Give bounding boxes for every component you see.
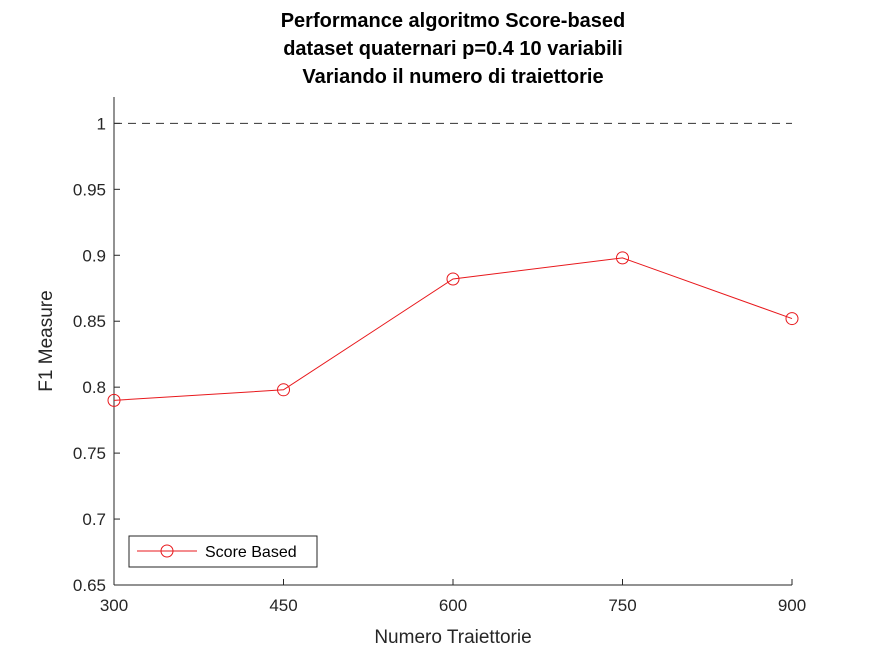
y-axis-label: F1 Measure	[36, 290, 57, 391]
y-tick-label: 0.85	[73, 312, 106, 331]
y-tick-label: 0.8	[82, 378, 106, 397]
title-line-3: Variando il numero di traiettorie	[302, 66, 603, 88]
chart-title: Performance algoritmo Score-based datase…	[281, 10, 626, 88]
x-axis-label: Numero Traiettorie	[374, 627, 531, 648]
legend: Score Based	[128, 535, 318, 568]
data-point	[277, 383, 290, 397]
x-tick-label: 600	[439, 596, 467, 615]
title-line-2: dataset quaternari p=0.4 10 variabili	[283, 38, 623, 60]
y-tick-label: 0.75	[73, 444, 106, 463]
y-ticks: 0.65 0.7 0.75 0.8 0.85 0.9 0.95 1	[73, 114, 120, 595]
title-line-1: Performance algoritmo Score-based	[281, 10, 626, 32]
series-line	[113, 257, 793, 401]
x-tick-label: 300	[100, 596, 128, 615]
data-point	[446, 272, 460, 286]
legend-marker	[160, 544, 174, 558]
data-point	[107, 393, 121, 407]
x-ticks: 300 450 600 750 900	[100, 579, 806, 615]
y-tick-label: 1	[97, 114, 106, 133]
series-group	[107, 251, 799, 407]
axes	[113, 97, 792, 586]
data-point	[785, 312, 799, 326]
x-tick-label: 750	[608, 596, 636, 615]
x-tick-label: 900	[778, 596, 806, 615]
x-tick-label: 450	[269, 596, 297, 615]
y-tick-label: 0.65	[73, 576, 106, 595]
data-point	[616, 251, 629, 265]
y-tick-label: 0.95	[73, 180, 106, 199]
legend-label: Score Based	[205, 544, 297, 561]
y-tick-label: 0.9	[82, 246, 106, 265]
y-tick-label: 0.7	[82, 510, 106, 529]
